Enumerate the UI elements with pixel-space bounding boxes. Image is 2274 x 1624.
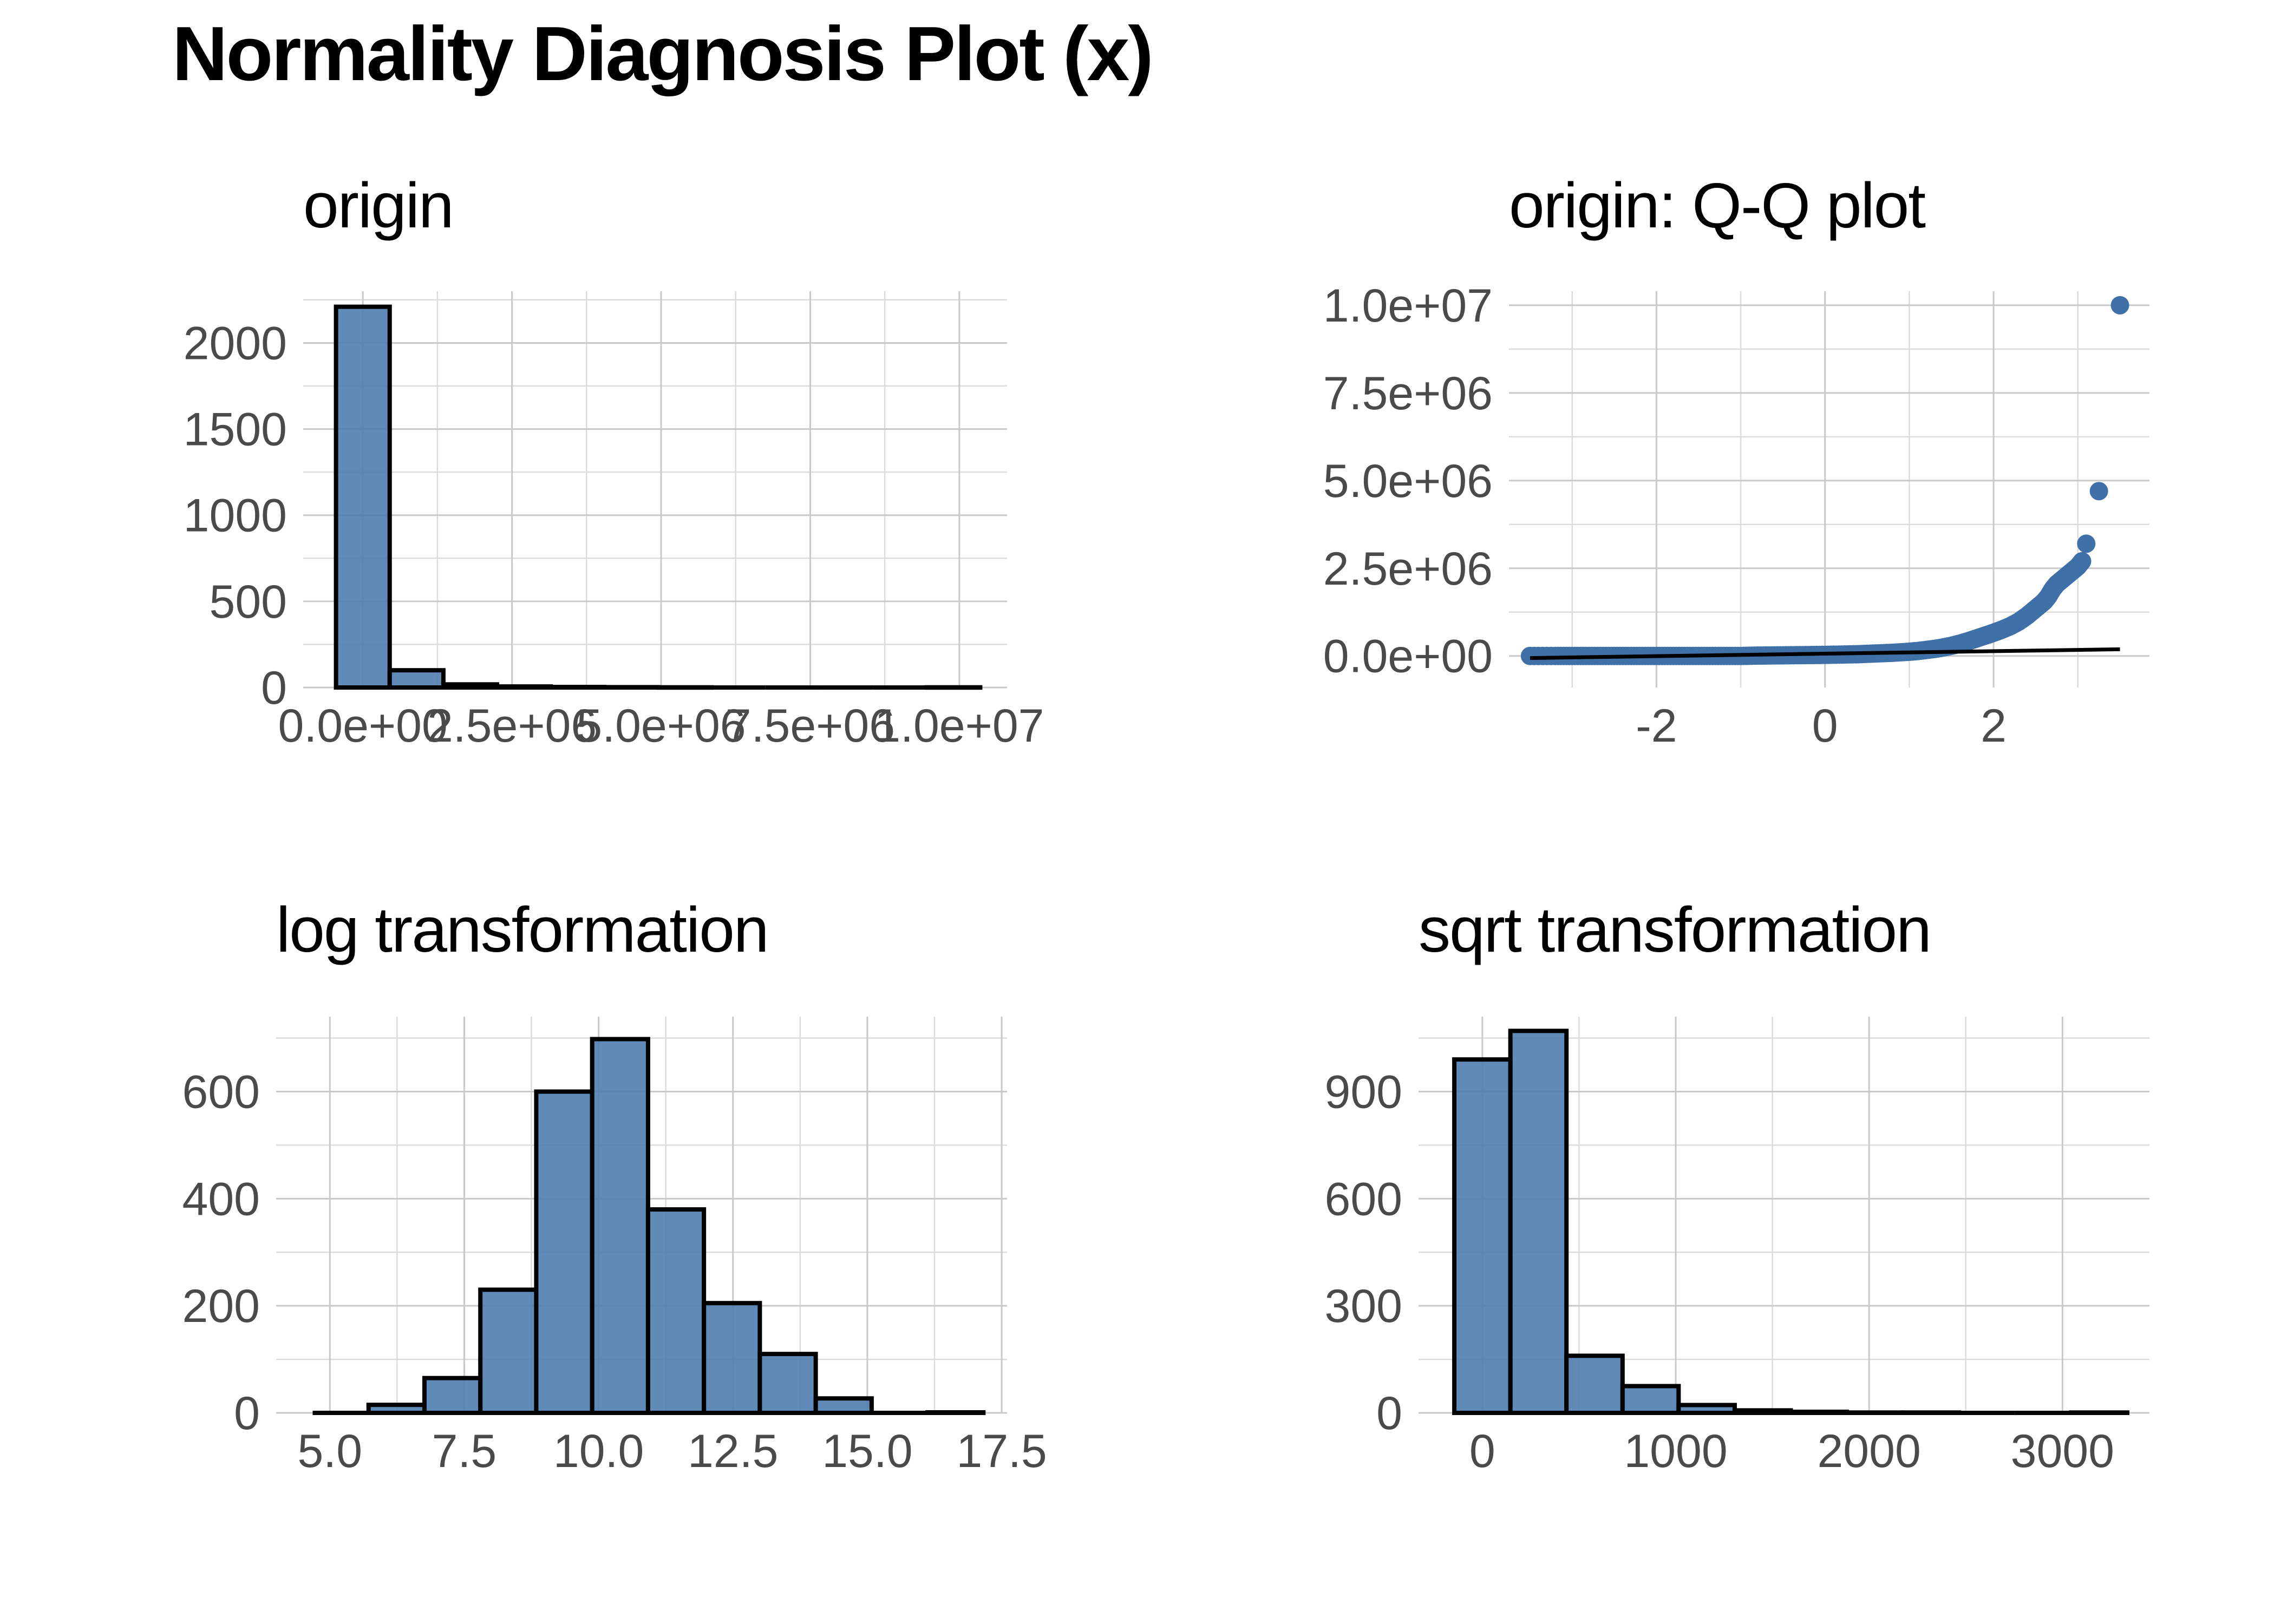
log-x-tick-label: 5.0 xyxy=(297,1425,362,1477)
qq-point xyxy=(2077,534,2096,553)
qq-reference-line xyxy=(1530,647,2120,660)
log-y-tick-label: 200 xyxy=(182,1280,260,1332)
log-bar xyxy=(757,1352,818,1416)
qq-x-tick-label: 2 xyxy=(1981,700,2007,752)
qq-x-tick-label: 0 xyxy=(1812,700,1838,752)
qq-y-tick-label: 1.0e+07 xyxy=(1323,280,1493,332)
sqrt-bar xyxy=(1732,1408,1793,1416)
origin-bar xyxy=(924,685,983,690)
qq-y-tick-label: 5.0e+06 xyxy=(1323,455,1493,507)
sqrt-y-tick-label: 600 xyxy=(1325,1173,1403,1225)
log-x-tick-label: 7.5 xyxy=(432,1425,497,1477)
origin-bar xyxy=(387,668,446,690)
log-bar xyxy=(478,1287,539,1416)
log-y-tick-label: 0 xyxy=(234,1387,260,1439)
sqrt-y-tick-label: 900 xyxy=(1325,1066,1403,1118)
sqrt-bar xyxy=(1900,1410,1962,1416)
qq-y-tick-label: 7.5e+06 xyxy=(1323,368,1493,420)
origin-y-tick-label: 0 xyxy=(261,662,287,714)
qq-y-tick-label: 2.5e+06 xyxy=(1323,543,1493,595)
log-y-tick-label: 400 xyxy=(182,1173,260,1225)
origin-x-tick-label: 7.5e+06 xyxy=(726,700,895,752)
origin-y-tick-label: 1500 xyxy=(184,404,287,456)
panel-title-qq: origin: Q-Q plot xyxy=(1509,170,1926,241)
log-x-tick-label: 12.5 xyxy=(688,1425,778,1477)
sqrt-bar xyxy=(1452,1057,1513,1415)
log-bar xyxy=(590,1037,650,1415)
sqrt-bar xyxy=(1845,1410,1905,1416)
sqrt-bar xyxy=(1676,1403,1737,1416)
origin-bar xyxy=(334,304,392,690)
origin-x-tick-label: 5.0e+06 xyxy=(576,700,746,752)
log-bar xyxy=(925,1410,986,1415)
sqrt-bar xyxy=(1564,1353,1625,1416)
log-x-tick-label: 17.5 xyxy=(956,1425,1047,1477)
sqrt-bar xyxy=(1620,1384,1681,1415)
log-bar xyxy=(534,1089,594,1415)
log-x-tick-label: 15.0 xyxy=(822,1425,912,1477)
qq-point xyxy=(2089,482,2108,501)
sqrt-x-tick-label: 3000 xyxy=(2011,1425,2114,1477)
qq-y-tick-label: 0.0e+00 xyxy=(1323,631,1493,683)
panel-title-log: log transformation xyxy=(276,894,769,966)
panel-title-sqrt: sqrt transformation xyxy=(1419,894,1932,966)
origin-x-tick-label: 1.0e+07 xyxy=(874,700,1044,752)
panel-title-origin: origin xyxy=(303,170,454,241)
sqrt-y-tick-label: 0 xyxy=(1376,1387,1402,1439)
log-y-tick-label: 600 xyxy=(182,1066,260,1118)
sqrt-x-tick-label: 2000 xyxy=(1817,1425,1920,1477)
sqrt-bar xyxy=(1788,1410,1850,1416)
log-bar xyxy=(645,1207,707,1416)
sqrt-x-tick-label: 1000 xyxy=(1624,1425,1727,1477)
qq-point xyxy=(2073,552,2092,571)
origin-x-tick-label: 2.5e+06 xyxy=(427,700,597,752)
origin-y-tick-label: 500 xyxy=(210,576,287,628)
origin-y-tick-label: 1000 xyxy=(184,490,287,542)
sqrt-bar xyxy=(1508,1029,1569,1416)
sqrt-y-tick-label: 300 xyxy=(1325,1280,1403,1332)
qq-point xyxy=(2110,296,2129,315)
sqrt-bar xyxy=(2069,1410,2129,1416)
origin-y-tick-label: 2000 xyxy=(184,317,287,369)
main-title: Normality Diagnosis Plot (x) xyxy=(172,11,1154,97)
origin-x-tick-label: 0.0e+00 xyxy=(278,700,448,752)
qq-x-tick-label: -2 xyxy=(1636,700,1677,752)
log-x-tick-label: 10.0 xyxy=(553,1425,644,1477)
log-bar xyxy=(813,1396,874,1416)
sqrt-x-tick-label: 0 xyxy=(1469,1425,1495,1477)
